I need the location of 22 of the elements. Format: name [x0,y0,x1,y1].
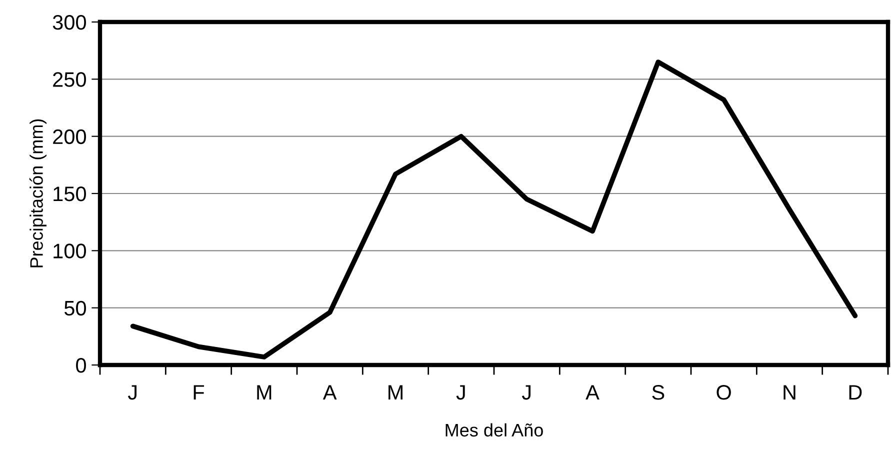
x-tick-label: A [322,385,337,400]
y-tick-label: 150 [54,186,86,202]
x-tick-label: J [456,385,465,400]
x-tick-label: A [586,385,600,400]
y-tick-label: 250 [53,72,86,87]
y-tick-label: 0 [76,358,86,373]
x-axis-title: Mes del Año [446,423,543,437]
y-tick-label: 200 [53,129,86,144]
y-tick-label: 50 [64,300,86,316]
x-tick-label: J [128,385,136,400]
y-tick-label: 300 [52,15,86,30]
x-tick-label: N [784,385,796,400]
x-tick-label: S [652,384,664,400]
x-tick-label: M [257,385,272,400]
x-tick-label: F [194,385,204,400]
x-tick-label: M [388,385,402,400]
y-tick-label: 100 [54,244,86,258]
x-tick-label: J [522,385,530,400]
x-tick-label: O [716,384,731,400]
line-series [130,60,858,360]
x-tick-label: D [849,385,862,400]
y-axis-title: Precipitación (mm) [29,119,46,268]
